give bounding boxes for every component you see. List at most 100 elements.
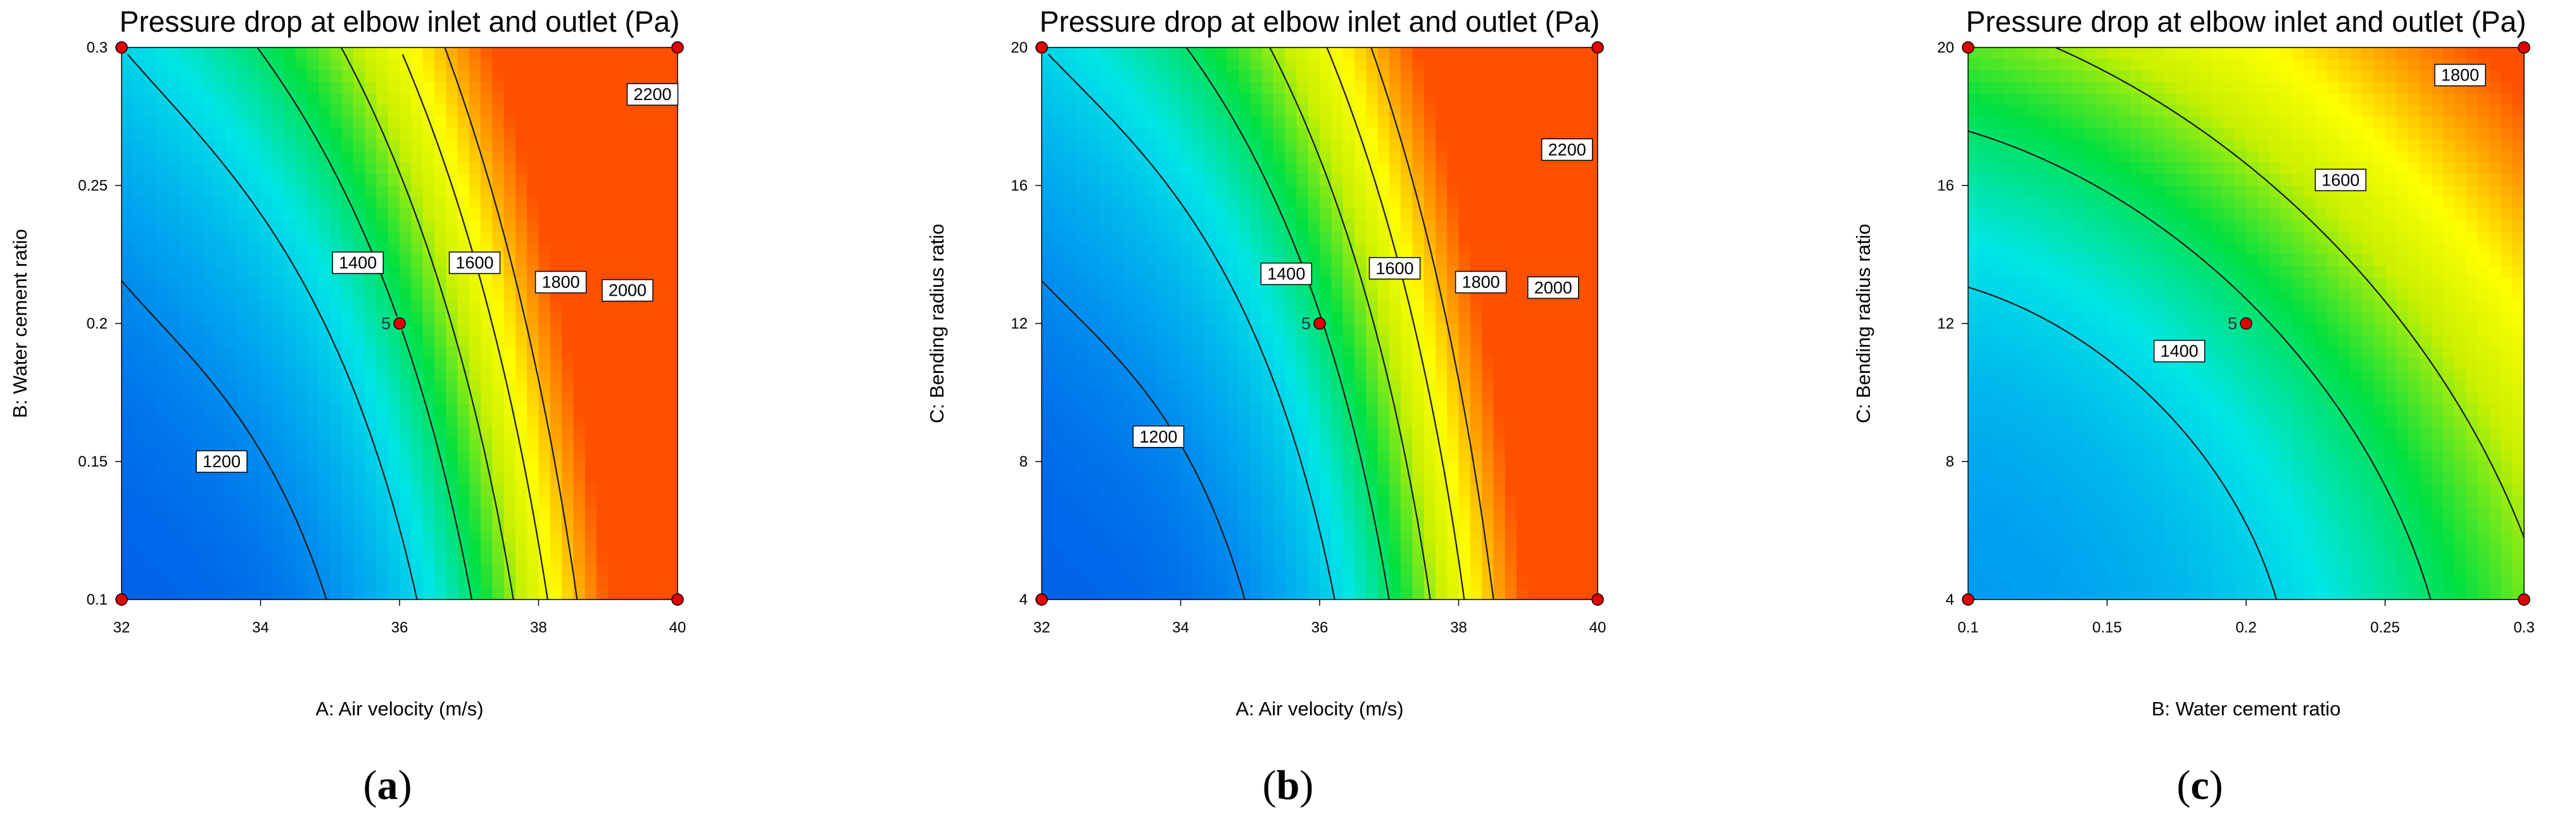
heatmap-cell — [1331, 277, 1344, 290]
heatmap-cell — [284, 449, 296, 462]
heatmap-cell — [1320, 346, 1332, 359]
heatmap-cell — [550, 162, 562, 175]
heatmap-cell — [643, 346, 655, 359]
heatmap-cell — [1320, 415, 1332, 428]
heatmap-cell — [1412, 70, 1425, 83]
heatmap-cell — [1204, 393, 1216, 405]
heatmap-cell — [1539, 346, 1552, 359]
heatmap-cell — [1470, 162, 1482, 175]
heatmap-cell — [608, 553, 621, 566]
heatmap-cell — [1261, 507, 1274, 520]
heatmap-cell — [1968, 553, 1981, 566]
contour-label: 2200 — [1548, 140, 1586, 159]
heatmap-cell — [596, 300, 609, 313]
heatmap-cell — [1169, 289, 1182, 301]
heatmap-cell — [237, 139, 250, 152]
heatmap-cell — [1586, 484, 1598, 497]
heatmap-cell — [306, 254, 319, 267]
heatmap-cell — [122, 173, 134, 186]
heatmap-cell — [1482, 587, 1494, 600]
heatmap-cell — [2014, 324, 2027, 336]
heatmap-cell — [1204, 358, 1216, 370]
heatmap-cell — [1470, 82, 1482, 94]
heatmap-cell — [631, 358, 643, 370]
heatmap-cell — [1261, 473, 1274, 486]
heatmap-cell — [1539, 358, 1552, 370]
heatmap-cell — [306, 427, 319, 439]
heatmap-cell — [1563, 380, 1575, 393]
heatmap-cell — [1076, 369, 1089, 382]
heatmap-cell — [1447, 300, 1460, 313]
heatmap-cell — [1204, 139, 1216, 152]
heatmap-cell — [133, 507, 146, 520]
heatmap-cell — [573, 507, 586, 520]
heatmap-cell — [225, 70, 238, 83]
heatmap-cell — [260, 484, 273, 497]
heatmap-cell — [1551, 128, 1563, 141]
heatmap-cell — [1458, 473, 1471, 486]
heatmap-cell — [469, 415, 481, 428]
heatmap-cell — [654, 277, 667, 290]
heatmap-cell — [1204, 531, 1216, 543]
heatmap-cell — [1308, 393, 1320, 405]
heatmap-cell — [1516, 393, 1529, 405]
heatmap-cell — [1574, 393, 1587, 405]
heatmap-cell — [365, 220, 377, 232]
heatmap-cell — [1192, 93, 1204, 106]
heatmap-cell — [1331, 531, 1344, 543]
heatmap-cell — [1169, 116, 1182, 129]
heatmap-cell — [284, 335, 296, 348]
heatmap-cell — [179, 185, 192, 198]
heatmap-cell — [1401, 531, 1413, 543]
heatmap-cell — [249, 93, 262, 106]
heatmap-cell — [1505, 496, 1517, 508]
heatmap-cell — [562, 404, 574, 417]
heatmap-cell — [492, 380, 505, 393]
heatmap-cell — [1146, 346, 1158, 359]
heatmap-cell — [260, 507, 273, 520]
heatmap-cell — [1586, 185, 1598, 198]
heatmap-cell — [481, 358, 493, 370]
heatmap-cell — [1169, 369, 1182, 382]
heatmap-cell — [1296, 438, 1309, 451]
center-point-label: 5 — [381, 314, 391, 333]
heatmap-cell — [1342, 473, 1355, 486]
heatmap-cell — [122, 565, 134, 577]
heatmap-cell — [1042, 415, 1054, 428]
heatmap-cell — [608, 300, 621, 313]
heatmap-cell — [365, 335, 377, 348]
heatmap-cell — [1424, 415, 1436, 428]
heatmap-cell — [666, 484, 678, 497]
heatmap-cell — [2014, 473, 2027, 486]
heatmap-cell — [457, 197, 470, 210]
heatmap-cell — [503, 93, 516, 106]
heatmap-cell — [411, 185, 424, 198]
heatmap-cell — [446, 162, 458, 175]
heatmap-cell — [203, 277, 215, 290]
heatmap-cell — [1401, 324, 1413, 336]
heatmap-cell — [1551, 427, 1563, 439]
heatmap-cell — [1088, 404, 1101, 417]
heatmap-cell — [457, 128, 470, 141]
heatmap-cell — [1192, 277, 1204, 290]
heatmap-cell — [1157, 518, 1170, 531]
heatmap-cell — [619, 496, 632, 508]
heatmap-cell — [1366, 335, 1379, 348]
heatmap-cell — [133, 324, 146, 336]
heatmap-cell — [515, 82, 528, 94]
heatmap-cell — [631, 208, 643, 221]
heatmap-cell — [1215, 565, 1228, 577]
heatmap-cell — [284, 266, 296, 279]
heatmap-cell — [400, 197, 412, 210]
heatmap-cell — [1180, 496, 1193, 508]
heatmap-cell — [631, 438, 643, 451]
heatmap-cell — [503, 70, 516, 83]
heatmap-cell — [376, 311, 389, 324]
heatmap-cell — [573, 116, 586, 129]
heatmap-cell — [1088, 587, 1101, 600]
heatmap-cell — [1042, 380, 1054, 393]
heatmap-cell — [573, 553, 586, 566]
heatmap-cell — [1042, 346, 1054, 359]
center-point — [1313, 317, 1326, 330]
heatmap-cell — [2002, 587, 2015, 600]
